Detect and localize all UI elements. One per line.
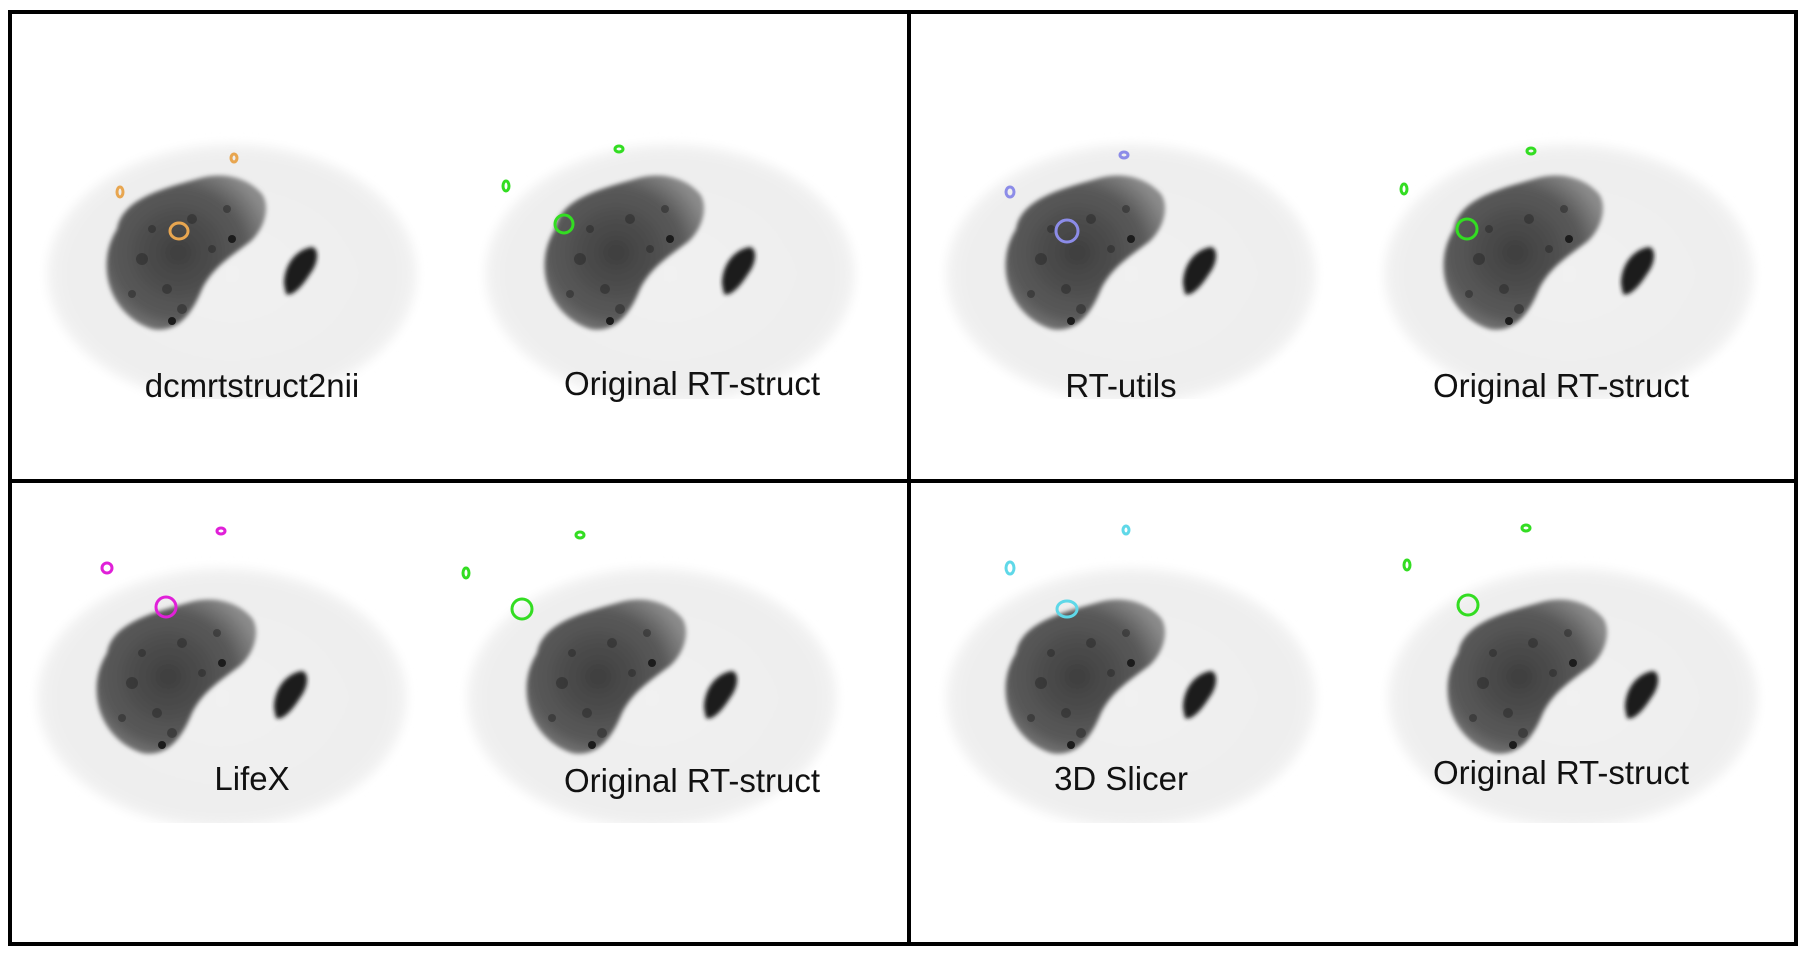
- tool-label: dcmrtstruct2nii: [144, 367, 360, 404]
- tool-label: 3D Slicer: [1054, 760, 1188, 797]
- segmentation-contours: [1004, 524, 1131, 619]
- reference-label: Original RT-struct: [563, 365, 821, 402]
- tool-label: LifeX: [214, 760, 290, 797]
- segmentation-contours: [115, 152, 239, 241]
- pet-scan-image-tool: [921, 524, 1341, 823]
- figure-grid: dcmrtstruct2nii Original RT-struct RT-ut…: [8, 10, 1798, 946]
- pet-scan-image-reference: [461, 530, 862, 823]
- pet-scan-image-reference: [1363, 523, 1783, 823]
- reference-label: Original RT-struct: [563, 762, 821, 799]
- pet-scan-image-tool: [921, 59, 1341, 399]
- segmentation-contours: [501, 144, 625, 235]
- reference-label: Original RT-struct: [1432, 367, 1690, 404]
- pet-scan-image-reference: [1359, 59, 1779, 399]
- segmentation-contours: [1004, 150, 1130, 244]
- horizontal-divider: [12, 479, 1794, 483]
- vertical-divider: [907, 14, 911, 942]
- panel-bottom-left: LifeX Original RT-struct: [12, 483, 903, 944]
- pet-scan-image-reference: [460, 59, 880, 399]
- pet-scan-image-tool: [12, 526, 432, 823]
- segmentation-contours: [1402, 523, 1532, 617]
- segmentation-contours: [461, 530, 586, 621]
- panel-bottom-right: 3D Slicer Original RT-struct: [911, 483, 1802, 944]
- pet-scan-image-tool: [22, 59, 442, 399]
- reference-label: Original RT-struct: [1432, 754, 1690, 791]
- segmentation-contours: [1399, 146, 1537, 241]
- tool-label: RT-utils: [1065, 367, 1177, 404]
- panel-top-left: dcmrtstruct2nii Original RT-struct: [12, 14, 903, 475]
- panel-top-right: RT-utils Original RT-struct: [911, 14, 1802, 475]
- segmentation-contours: [100, 526, 227, 619]
